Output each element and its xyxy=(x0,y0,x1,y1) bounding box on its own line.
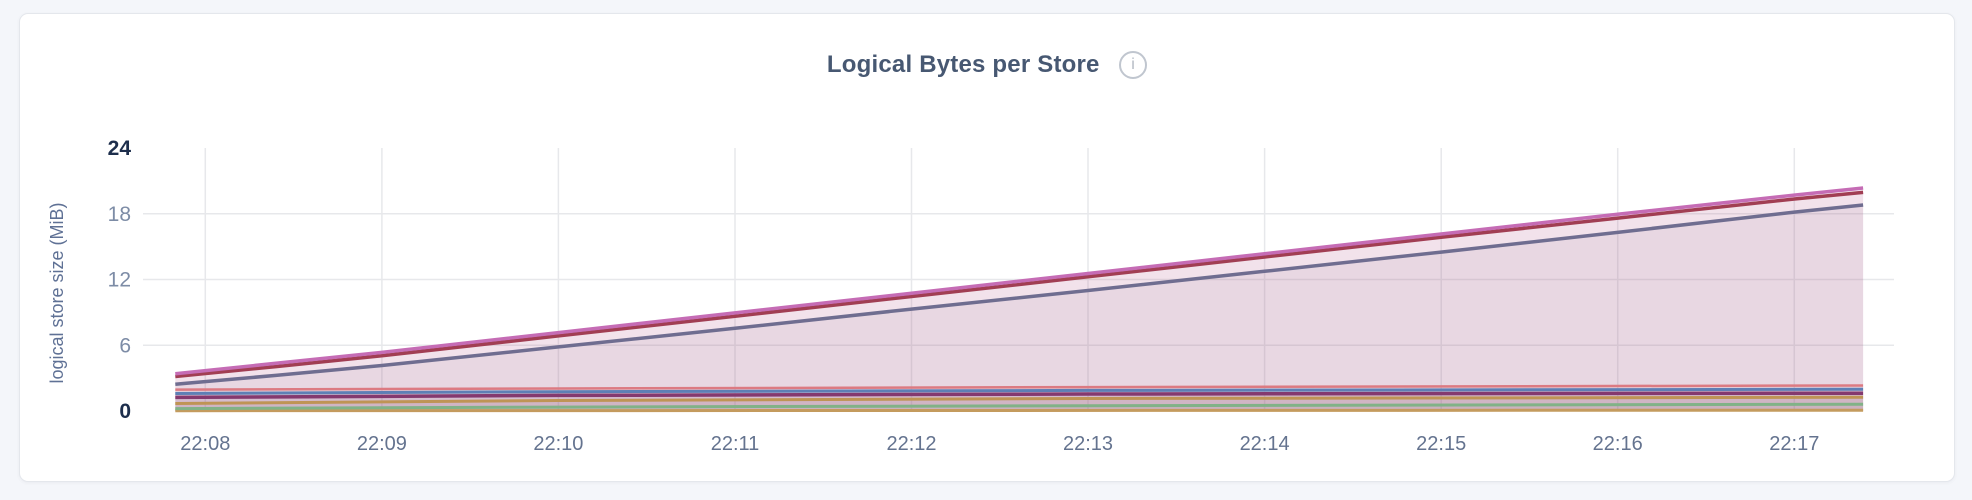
chart-card: Logical Bytes per Store i xyxy=(19,13,1955,482)
x-axis-tick-label: 22:08 xyxy=(180,433,230,455)
x-axis-tick-label: 22:11 xyxy=(711,433,760,455)
y-axis-tick-label: 12 xyxy=(108,269,131,292)
series-line-store-8[interactable] xyxy=(175,402,1864,411)
x-axis-tick-label: 22:16 xyxy=(1593,433,1643,455)
series-area-store-2 xyxy=(175,192,1864,411)
y-axis-tick-label: 6 xyxy=(119,334,131,357)
series-line-store-3[interactable] xyxy=(175,203,1864,386)
x-axis-tick-label: 22:14 xyxy=(1240,433,1290,455)
x-axis-tick-label: 22:13 xyxy=(1063,433,1113,455)
y-axis-tick-label: 24 xyxy=(108,137,132,160)
y-axis-title: logical store size (MiB) xyxy=(47,202,67,383)
series-area-store-3 xyxy=(175,205,1864,411)
info-icon[interactable]: i xyxy=(1119,51,1148,79)
series-line-store-9[interactable] xyxy=(175,408,1864,413)
chart-title: Logical Bytes per Store xyxy=(826,51,1100,78)
series-line-store-7[interactable] xyxy=(175,395,1864,405)
x-axis-tick-label: 22:10 xyxy=(533,433,583,455)
chart-header: Logical Bytes per Store i xyxy=(20,51,1954,79)
y-axis-tick-label: 0 xyxy=(119,400,131,423)
x-axis-tick-label: 22:17 xyxy=(1769,433,1819,455)
series-line-store-6[interactable] xyxy=(175,391,1864,400)
x-axis-tick-label: 22:12 xyxy=(886,433,936,455)
series-line-store-1[interactable] xyxy=(175,186,1864,376)
series-line-store-5[interactable] xyxy=(175,387,1864,395)
series-line-store-4[interactable] xyxy=(175,384,1864,391)
y-axis-tick-label: 18 xyxy=(108,203,131,226)
series-line-store-2[interactable] xyxy=(175,190,1864,379)
x-axis-tick-label: 22:15 xyxy=(1416,433,1466,455)
x-axis-tick-label: 22:09 xyxy=(357,433,407,455)
